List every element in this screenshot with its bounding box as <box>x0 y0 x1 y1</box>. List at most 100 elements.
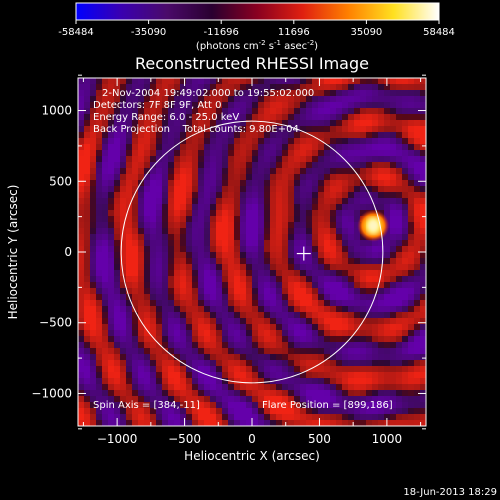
heatmap-cell <box>396 102 403 109</box>
heatmap-cell <box>294 378 301 385</box>
heatmap-cell <box>108 252 115 259</box>
heatmap-cell <box>396 234 403 241</box>
heatmap-cell <box>90 336 97 343</box>
heatmap-cell <box>276 306 283 313</box>
heatmap-cell <box>108 282 115 289</box>
heatmap-cell <box>168 348 175 355</box>
heatmap-cell <box>138 366 145 373</box>
heatmap-cell <box>234 216 241 223</box>
heatmap-cell <box>240 240 247 247</box>
heatmap-cell <box>282 168 289 175</box>
heatmap-cell <box>120 324 127 331</box>
heatmap-cell <box>216 294 223 301</box>
heatmap-cell <box>264 150 271 157</box>
heatmap-cell <box>300 186 307 193</box>
heatmap-cell <box>150 246 157 253</box>
heatmap-cell <box>246 114 253 121</box>
heatmap-cell <box>342 198 349 205</box>
heatmap-cell <box>348 372 355 379</box>
heatmap-cell <box>108 294 115 301</box>
heatmap-cell <box>162 360 169 367</box>
heatmap-cell <box>180 288 187 295</box>
heatmap-cell <box>348 408 355 415</box>
heatmap-cell <box>222 108 229 115</box>
heatmap-cell <box>252 84 259 91</box>
heatmap-cell <box>288 366 295 373</box>
heatmap-cell <box>228 264 235 271</box>
heatmap-cell <box>186 312 193 319</box>
heatmap-cell <box>402 126 409 133</box>
heatmap-cell <box>294 270 301 277</box>
heatmap-cell <box>204 300 211 307</box>
heatmap-cell <box>150 240 157 247</box>
heatmap-cell <box>240 336 247 343</box>
heatmap-cell <box>264 414 271 421</box>
heatmap-cell <box>318 198 325 205</box>
heatmap-cell <box>318 294 325 301</box>
heatmap-cell <box>132 246 139 253</box>
heatmap-cell <box>354 276 361 283</box>
heatmap-cell <box>162 186 169 193</box>
heatmap-cell <box>396 408 403 415</box>
heatmap-cell <box>180 300 187 307</box>
heatmap-cell <box>180 384 187 391</box>
heatmap-cell <box>156 318 163 325</box>
heatmap-cell <box>414 366 421 373</box>
heatmap-cell <box>252 336 259 343</box>
heatmap-cell <box>342 156 349 163</box>
heatmap-cell <box>144 384 151 391</box>
heatmap-cell <box>372 366 379 373</box>
heatmap-cell <box>330 168 337 175</box>
heatmap-cell <box>318 174 325 181</box>
heatmap-cell <box>156 402 163 409</box>
heatmap-cell <box>312 96 319 103</box>
heatmap-cell <box>342 252 349 259</box>
heatmap-cell <box>78 408 85 415</box>
heatmap-cell <box>360 300 367 307</box>
heatmap-cell <box>216 408 223 415</box>
heatmap-cell <box>312 84 319 91</box>
heatmap-cell <box>258 168 265 175</box>
heatmap-cell <box>372 90 379 97</box>
heatmap-cell <box>108 366 115 373</box>
heatmap-cell <box>228 84 235 91</box>
heatmap-cell <box>264 156 271 163</box>
heatmap-cell <box>138 174 145 181</box>
heatmap-cell <box>270 414 277 421</box>
heatmap-cell <box>234 300 241 307</box>
heatmap-cell <box>420 282 426 289</box>
heatmap-cell <box>288 288 295 295</box>
heatmap-cell <box>96 126 103 133</box>
heatmap-cell <box>282 414 289 421</box>
heatmap-cell <box>132 210 139 217</box>
heatmap-cell <box>192 276 199 283</box>
heatmap-cell <box>324 354 331 361</box>
heatmap-cell <box>420 192 426 199</box>
heatmap-cell <box>234 180 241 187</box>
heatmap-cell <box>270 150 277 157</box>
heatmap-cell <box>288 234 295 241</box>
heatmap-cell <box>330 120 337 127</box>
heatmap-cell <box>180 354 187 361</box>
heatmap-cell <box>174 348 181 355</box>
heatmap-cell <box>372 360 379 367</box>
heatmap-cell <box>318 204 325 211</box>
heatmap-cell <box>174 342 181 349</box>
heatmap-cell <box>228 204 235 211</box>
heatmap-cell <box>126 408 133 415</box>
heatmap-cell <box>282 390 289 397</box>
heatmap-cell <box>150 408 157 415</box>
heatmap-cell <box>150 360 157 367</box>
heatmap-cell <box>174 312 181 319</box>
heatmap-cell <box>114 276 121 283</box>
heatmap-cell <box>168 102 175 109</box>
heatmap-cell <box>240 306 247 313</box>
heatmap-cell <box>228 174 235 181</box>
heatmap-cell <box>396 384 403 391</box>
heatmap-cell <box>336 396 343 403</box>
heatmap-cell <box>390 132 397 139</box>
heatmap-cell <box>156 276 163 283</box>
heatmap-cell <box>114 108 121 115</box>
heatmap-cell <box>126 384 133 391</box>
heatmap-cell <box>84 384 91 391</box>
